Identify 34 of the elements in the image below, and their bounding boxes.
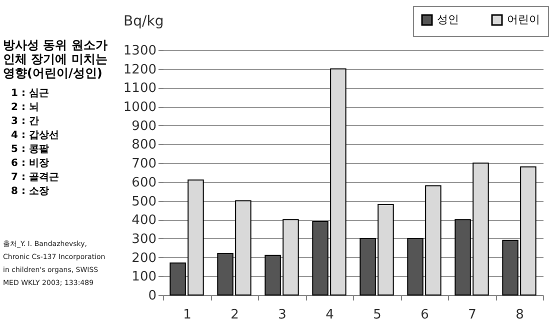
text: 방사성 동위 원소가 인체 장기에 미치는 영향(어린이/성인) xyxy=(3,38,108,80)
legend-label: 성인 xyxy=(437,13,459,26)
x-tick-label: 5 xyxy=(373,308,382,322)
y-tick-label: 1300 xyxy=(123,44,156,58)
legend-label: 어린이 xyxy=(507,13,540,26)
x-tick-label: 2 xyxy=(230,308,239,322)
text: 1 : 심근 xyxy=(11,88,49,99)
y-tick-label: 200 xyxy=(132,250,156,266)
x-tick-label: 4 xyxy=(326,308,334,322)
x-tick-label: 3 xyxy=(278,308,286,322)
text: 3 : 간 xyxy=(11,116,39,127)
y-tick-label: 1000 xyxy=(123,100,156,116)
text: 6 : 비장 xyxy=(11,158,49,169)
y-tick-label: 600 xyxy=(132,175,156,190)
text: 2 : 뇌 xyxy=(11,102,39,113)
y-tick-label: 800 xyxy=(132,138,156,153)
x-tick-label: 8 xyxy=(516,308,524,322)
y-tick-label: 0 xyxy=(148,288,156,304)
y-tick-label: 300 xyxy=(132,232,156,247)
x-tick-label: 6 xyxy=(420,308,429,322)
y-tick-label: 700 xyxy=(132,156,156,172)
y-tick-label: 400 xyxy=(132,213,156,228)
y-tick-label: 1100 xyxy=(123,81,156,96)
y-tick-label: 100 xyxy=(132,270,156,285)
y-axis-title: Bq/kg xyxy=(124,14,164,30)
x-tick-label: 1 xyxy=(183,308,192,322)
text: 4 : 갑상선 xyxy=(11,130,59,141)
text: 8 : 소장 xyxy=(11,186,49,197)
text: 5 : 콩팥 xyxy=(11,144,49,155)
x-tick-label: 7 xyxy=(468,308,476,322)
text: 7 : 골격근 xyxy=(11,172,59,183)
y-tick-label: 500 xyxy=(132,194,156,210)
y-tick-label: 900 xyxy=(132,118,156,134)
y-tick-label: 1200 xyxy=(123,62,156,78)
